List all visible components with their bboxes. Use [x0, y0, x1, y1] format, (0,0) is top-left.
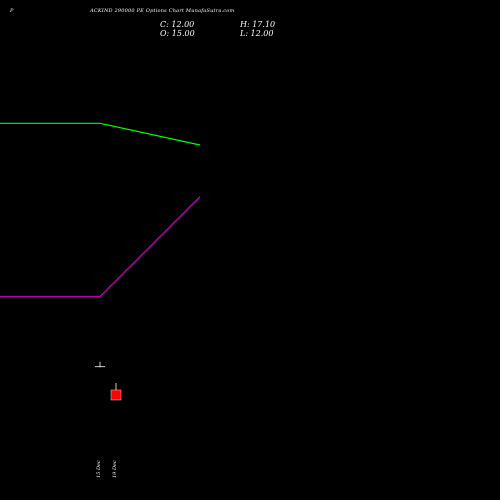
series-line-2	[0, 196, 201, 298]
close-value: C: 12.00	[160, 20, 195, 29]
chart-title: ACKIND 290000 PE Options Chart MunafaSut…	[90, 8, 235, 14]
series-line-1	[0, 122, 201, 146]
low-value: L: 12.00	[240, 29, 274, 38]
open-value: O: 15.00	[160, 29, 195, 38]
x-tick-label-2: 19 Dec	[112, 460, 118, 478]
candle-body-2	[110, 389, 122, 401]
high-value: H: 17.10	[240, 20, 276, 29]
chart-title-prefix: P	[10, 8, 14, 14]
x-tick-label-1: 15 Dec	[96, 460, 102, 478]
